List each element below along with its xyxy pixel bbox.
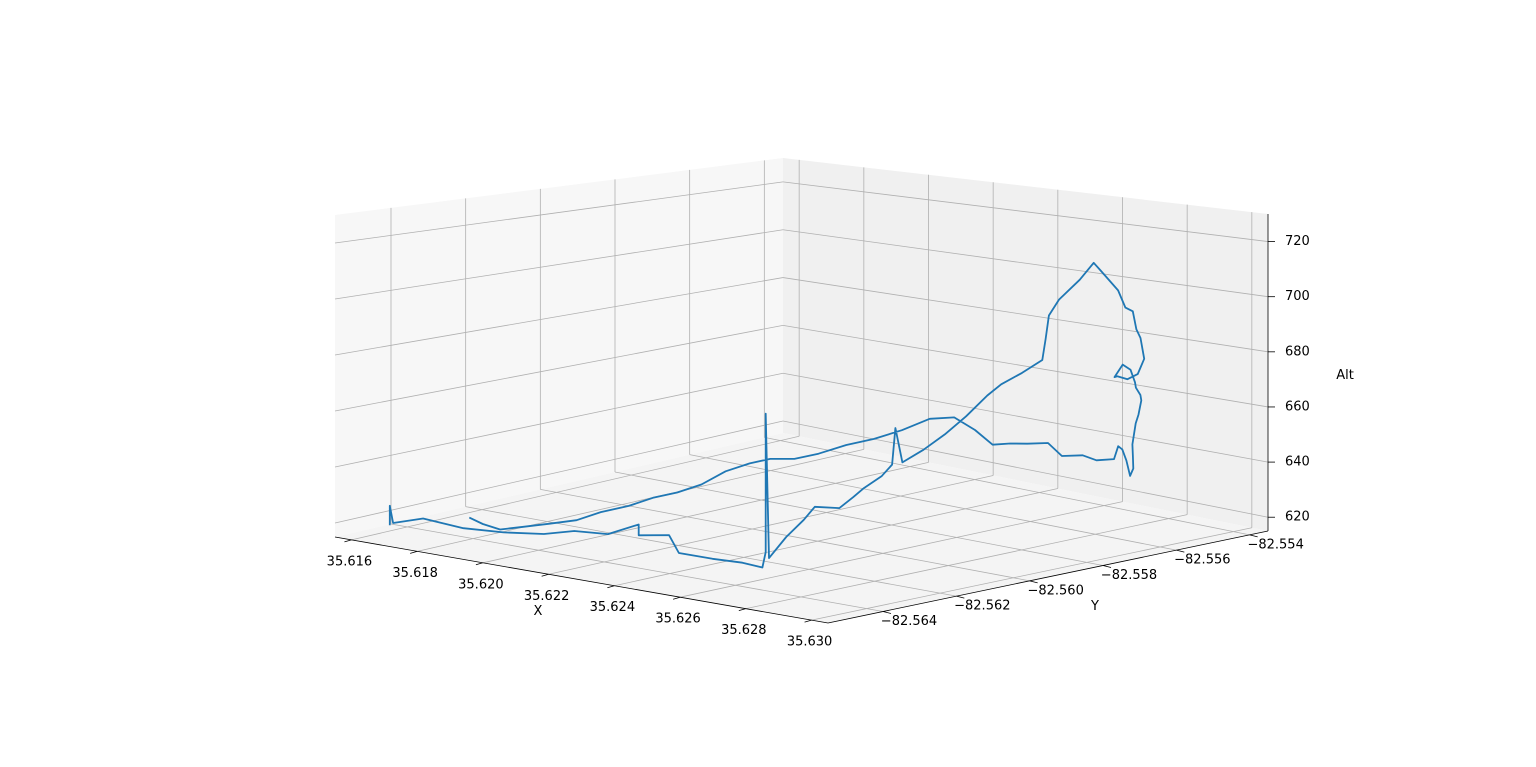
grid-line-z-right-3 (782, 277, 1269, 353)
x-tick-label-4: 35.624 (590, 600, 636, 615)
x-tick-7 (804, 619, 812, 623)
grid-line-z-right-4 (782, 229, 1269, 298)
y-tick-label-5: −82.554 (1247, 537, 1303, 552)
grid-line-z-left-0 (334, 420, 784, 524)
z-tick-label-1: 640 (1285, 455, 1310, 470)
z-tick-label-3: 680 (1285, 344, 1310, 359)
right-wall-pane (783, 158, 1268, 531)
x-tick-3 (541, 573, 549, 577)
x-tick-label-7: 35.630 (787, 635, 833, 650)
y-tick-4 (1176, 549, 1185, 553)
floor-pane (335, 433, 1268, 623)
z-tick-label-5: 720 (1285, 234, 1310, 249)
grid-line-x-floor-1 (417, 448, 864, 552)
grid-line-y-floor-2 (540, 488, 1030, 582)
x-tick-label-3: 35.622 (524, 589, 570, 604)
y-tick-0 (882, 611, 892, 614)
y-tick-5 (1249, 534, 1258, 538)
grid-line-z-left-4 (334, 229, 784, 300)
grid-line-x-floor-5 (680, 501, 1123, 598)
grid-line-z-right-2 (782, 324, 1269, 408)
grid-line-z-left-2 (334, 324, 784, 412)
x-tick-0 (344, 539, 352, 543)
x-tick-1 (410, 550, 418, 554)
axis-ticks (344, 241, 1275, 623)
grid-line-x-floor-7 (811, 527, 1252, 621)
x-tick-label-0: 35.616 (327, 554, 373, 569)
grid-line-z-right-1 (782, 372, 1269, 463)
grid-line-y-floor-1 (465, 506, 957, 597)
grid-line-z-right-0 (782, 420, 1269, 518)
grid-line-x-floor-4 (614, 488, 1058, 587)
grid-line-z-left-3 (334, 277, 784, 356)
y-tick-1 (956, 595, 965, 599)
axes-grid (334, 159, 1269, 621)
y-tick-2 (1029, 580, 1038, 584)
z-tick-label-2: 660 (1285, 399, 1310, 414)
x-tick-label-5: 35.626 (655, 612, 701, 627)
x-tick-label-1: 35.618 (392, 566, 438, 581)
z-tick-label-4: 700 (1285, 289, 1310, 304)
left-wall-pane (335, 158, 783, 537)
grid-line-x-floor-3 (548, 475, 994, 575)
y-tick-label-3: −82.558 (1101, 568, 1157, 583)
y-tick-label-2: −82.560 (1027, 583, 1083, 598)
z-tick-label-0: 620 (1285, 510, 1310, 525)
y-tick-label-1: −82.562 (954, 599, 1010, 614)
x-tick-2 (475, 562, 484, 566)
axes-panes (335, 158, 1268, 623)
x-tick-label-6: 35.628 (721, 623, 767, 638)
y-tick-3 (1102, 565, 1112, 568)
grid-line-x-floor-2 (482, 462, 929, 564)
x-tick-6 (738, 608, 746, 612)
series-layer (388, 261, 1146, 569)
grid-line-y-floor-3 (614, 471, 1104, 566)
y-tick-label-4: −82.556 (1174, 553, 1230, 568)
x-tick-label-2: 35.620 (458, 577, 504, 592)
y-tick-label-0: −82.564 (881, 614, 937, 629)
x-tick-4 (607, 585, 615, 589)
x-axis-label: X (534, 604, 543, 619)
x-tick-5 (672, 596, 681, 600)
grid-line-z-right-5 (782, 181, 1269, 242)
y-axis-line (827, 530, 1269, 624)
grid-line-y-floor-0 (390, 523, 884, 612)
grid-line-y-floor-5 (764, 436, 1250, 536)
grid-line-y-floor-4 (689, 454, 1177, 551)
grid-line-x-floor-0 (351, 435, 800, 541)
grid-line-z-left-1 (334, 372, 784, 468)
z-axis-label: Alt (1336, 368, 1354, 383)
y-axis-label: Y (1090, 599, 1099, 614)
series-line-0 (388, 261, 1146, 569)
grid-line-x-floor-6 (745, 514, 1188, 610)
tick-labels: 35.616 35.618 35.620 35.622 35.624 35.626 35.6… (327, 234, 1310, 650)
grid-line-z-left-5 (334, 181, 784, 244)
